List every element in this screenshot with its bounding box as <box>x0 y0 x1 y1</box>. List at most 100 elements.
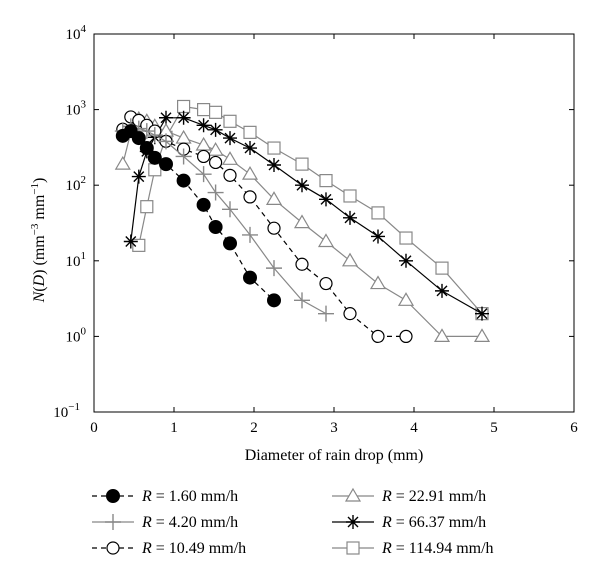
data-point <box>243 125 257 139</box>
legend-label: R = 114.94 mm/h <box>381 540 494 557</box>
data-point <box>197 102 211 117</box>
data-point <box>196 197 211 212</box>
x-tick-labels: 0 1 2 3 4 5 6 <box>90 420 578 436</box>
series-1 <box>115 124 281 308</box>
y-axis-title: N(D) (mm−3 mm−1) <box>29 178 48 304</box>
legend-label: R = 4.20 mm/h <box>141 514 238 531</box>
data-point <box>207 184 224 201</box>
data-point <box>343 210 357 225</box>
x-tick-label: 4 <box>410 420 418 436</box>
y-tick-label: 103 <box>66 99 87 119</box>
data-point <box>147 150 162 165</box>
data-point <box>223 168 237 182</box>
data-point <box>319 174 333 188</box>
data-point <box>195 136 212 151</box>
data-point <box>319 192 333 207</box>
data-point <box>435 261 449 275</box>
data-point <box>223 131 237 146</box>
data-point <box>399 329 413 343</box>
data-point <box>267 158 281 173</box>
data-point <box>399 231 413 245</box>
axis-ticks <box>93 33 575 413</box>
data-point <box>158 133 174 150</box>
legend-item: R = 114.94 mm/h <box>332 540 494 557</box>
x-tick-label: 0 <box>90 420 98 436</box>
x-tick-label: 6 <box>570 420 578 436</box>
x-axis-title: Diameter of rain drop (mm) <box>245 447 424 464</box>
legend-item: R = 66.37 mm/h <box>332 514 486 531</box>
legend-item: R = 22.91 mm/h <box>332 487 486 505</box>
data-point <box>148 163 162 177</box>
legend-label: R = 1.60 mm/h <box>141 488 238 505</box>
data-point <box>317 233 335 248</box>
y-tick-label: 100 <box>66 325 87 345</box>
x-tick-label: 5 <box>490 420 498 436</box>
data-point <box>177 99 191 114</box>
data-point <box>242 226 258 243</box>
data-point <box>295 157 309 171</box>
legend: R = 1.60 mm/h R = 4.20 mm/h R = 10.49 mm/h… <box>92 487 494 557</box>
data-point <box>243 190 257 204</box>
data-point <box>241 165 259 180</box>
data-point <box>222 201 238 218</box>
data-point <box>369 275 387 290</box>
data-point <box>208 219 223 234</box>
data-point <box>266 260 282 277</box>
series-2 <box>114 118 334 322</box>
data-point <box>132 238 146 252</box>
data-point <box>207 142 224 156</box>
y-tick-label: 10−1 <box>53 401 80 421</box>
legend-marker <box>105 514 121 530</box>
data-point <box>176 110 191 125</box>
data-point <box>265 191 283 205</box>
data-point <box>341 252 359 267</box>
x-tick-label: 1 <box>170 420 178 436</box>
data-point <box>397 292 415 306</box>
data-point <box>114 155 131 170</box>
data-point <box>319 276 333 291</box>
data-point <box>208 122 223 137</box>
series-3 <box>116 110 413 343</box>
data-point <box>475 306 489 321</box>
y-tick-label: 104 <box>66 23 87 43</box>
data-point <box>131 131 146 146</box>
data-point <box>371 329 385 343</box>
data-point <box>175 148 192 165</box>
data-point <box>195 166 212 183</box>
data-point <box>221 151 239 165</box>
data-point <box>175 129 192 144</box>
data-point <box>433 328 451 342</box>
legend-marker <box>346 541 360 555</box>
data-point <box>399 253 413 268</box>
y-tick-label: 101 <box>66 250 87 270</box>
data-point <box>295 178 309 193</box>
legend-label: R = 22.91 mm/h <box>381 488 486 505</box>
data-point <box>294 292 310 309</box>
y-tick-labels: 10−1 100 101 102 103 104 <box>53 23 86 421</box>
data-point <box>146 127 163 144</box>
legend-marker <box>106 489 120 503</box>
legend-item: R = 4.20 mm/h <box>92 514 238 531</box>
legend-marker <box>106 541 120 555</box>
data-point <box>435 283 449 298</box>
y-tick-label: 102 <box>66 174 87 194</box>
data-point <box>176 173 191 188</box>
series-line <box>138 105 483 314</box>
data-point <box>123 234 138 249</box>
legend-label: R = 10.49 mm/h <box>141 540 246 557</box>
data-point <box>243 141 257 156</box>
plot-series-group <box>114 99 491 343</box>
data-point <box>139 141 154 156</box>
data-point <box>223 236 237 251</box>
plot-frame <box>93 33 575 413</box>
data-point <box>209 155 223 170</box>
legend-marker <box>344 487 362 502</box>
legend-label: R = 66.37 mm/h <box>381 514 486 531</box>
legend-item: R = 1.60 mm/h <box>92 488 238 505</box>
data-point <box>295 257 309 271</box>
x-tick-label: 3 <box>330 420 338 436</box>
legend-marker <box>346 515 360 529</box>
data-point <box>371 206 385 220</box>
data-point <box>473 328 491 342</box>
